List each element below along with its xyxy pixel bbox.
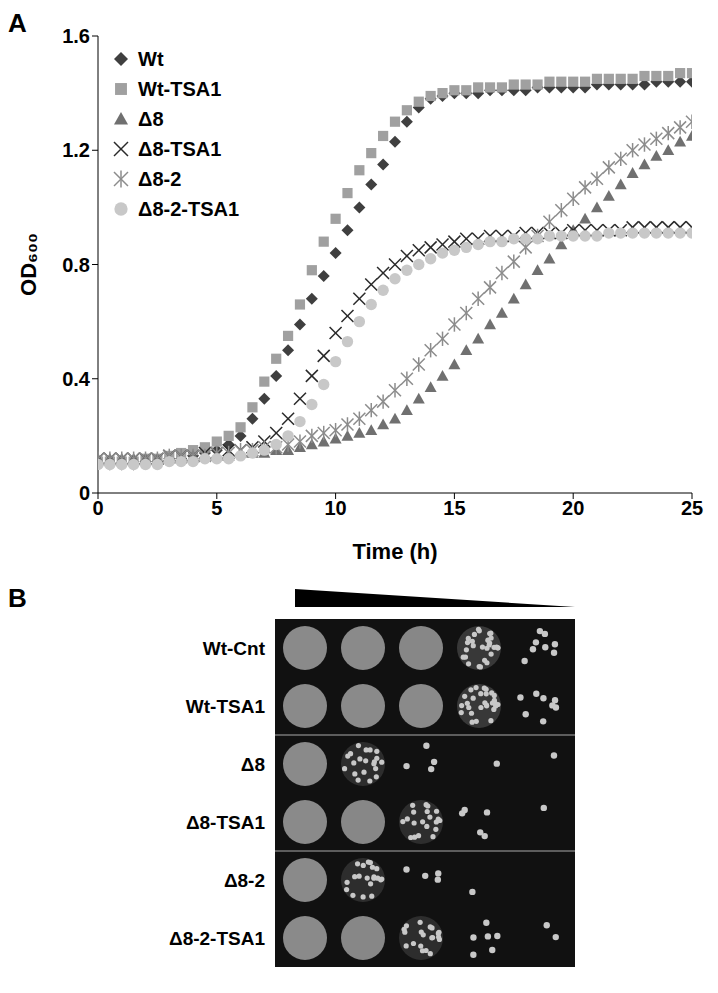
svg-text:Δ8-2-TSA1: Δ8-2-TSA1	[169, 928, 265, 949]
html-text:A: A	[8, 8, 27, 38]
html-text:Δ8: Δ8	[138, 107, 164, 130]
svg-text:Δ8-2: Δ8-2	[224, 870, 265, 891]
svg-text:10: 10	[324, 497, 346, 519]
svg-text:0: 0	[92, 497, 103, 519]
svg-text:15: 15	[443, 497, 465, 519]
svg-text:Δ8: Δ8	[241, 754, 265, 775]
html-text:Wt: Wt	[138, 47, 164, 70]
svg-text:0.8: 0.8	[62, 254, 90, 276]
html-text:Δ8-2: Δ8-2	[138, 167, 182, 190]
svg-text:OD₆₀₀: OD₆₀₀	[16, 233, 41, 296]
svg-text:5: 5	[211, 497, 222, 519]
svg-text:Wt-TSA1: Wt-TSA1	[186, 696, 266, 717]
svg-text:25: 25	[681, 497, 703, 519]
html-text:B: B	[8, 583, 27, 613]
svg-text:Time (h): Time (h)	[352, 539, 437, 564]
svg-text:0.4: 0.4	[62, 368, 91, 390]
svg-text:0: 0	[79, 482, 90, 504]
svg-text:1.6: 1.6	[62, 25, 90, 47]
svg-text:20: 20	[562, 497, 584, 519]
svg-text:Δ8-TSA1: Δ8-TSA1	[186, 812, 266, 833]
svg-text:Wt-Cnt: Wt-Cnt	[203, 638, 266, 659]
html-text:Δ8-2-TSA1: Δ8-2-TSA1	[138, 197, 240, 220]
html-text:Wt-TSA1: Wt-TSA1	[138, 77, 222, 100]
html-text:Δ8-TSA1: Δ8-TSA1	[138, 137, 222, 160]
svg-text:1.2: 1.2	[62, 139, 90, 161]
